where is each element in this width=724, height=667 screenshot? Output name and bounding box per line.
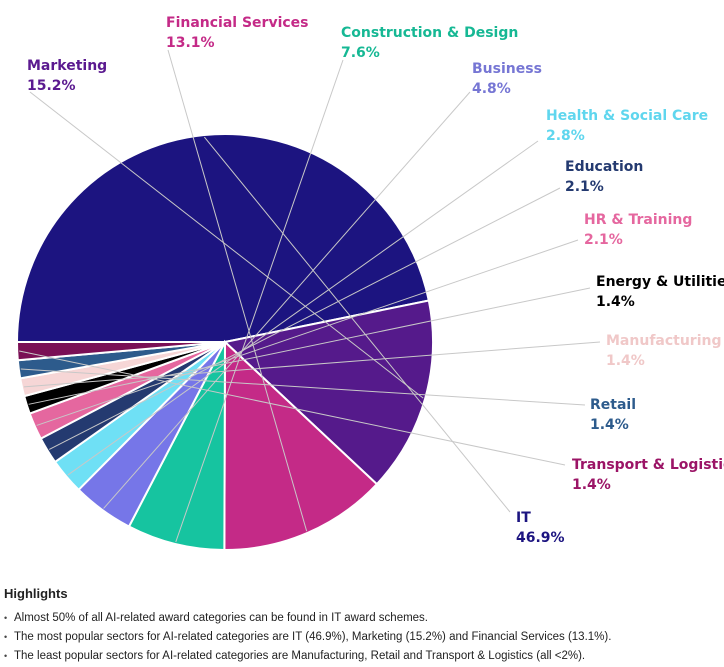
slice-label-value: 2.8% <box>546 128 585 144</box>
slice-label-value: 1.4% <box>590 417 629 433</box>
slice-label-value: 2.1% <box>565 179 604 195</box>
highlight-bullet: The most popular sectors for AI-related … <box>4 628 720 647</box>
leader-line <box>67 140 539 476</box>
pie-slice-transport-logistics <box>15 341 226 362</box>
leader-line <box>36 239 579 426</box>
highlights-section: Highlights Almost 50% of all AI-related … <box>4 586 720 666</box>
pie-slice-marketing <box>222 299 434 486</box>
slice-label-value: 1.4% <box>606 353 645 369</box>
leader-line <box>20 368 586 406</box>
slice-label-value: 1.4% <box>596 294 635 310</box>
slice-label-name: Manufacturing <box>606 333 722 349</box>
leader-line <box>29 91 424 399</box>
highlight-bullet: Almost 50% of all AI-related award categ… <box>4 609 720 628</box>
leader-line <box>103 91 471 509</box>
pie-slice-construction-design <box>127 341 226 552</box>
slice-label-name: Marketing <box>27 58 107 74</box>
slice-label-value: 13.1% <box>166 35 215 51</box>
leader-line <box>28 287 591 405</box>
leader-line <box>19 350 566 466</box>
slice-label-name: Transport & Logistics <box>572 457 724 473</box>
leader-line <box>49 187 561 450</box>
slice-label-value: 1.4% <box>572 477 611 493</box>
sector-pie-chart: IT 46.9% Marketing 15.2% Financial Services 1… <box>15 15 724 552</box>
leader-line <box>175 59 344 543</box>
highlights-title: Highlights <box>4 586 68 601</box>
slice-label-value: 15.2% <box>27 78 76 94</box>
slice-label-name: Health & Social Care <box>546 108 708 124</box>
slice-label-value: 2.1% <box>584 232 623 248</box>
highlight-bullet: The least popular sectors for AI-related… <box>4 647 720 666</box>
slice-label-name: Energy & Utilities <box>596 274 724 290</box>
slice-label-name: Construction & Design <box>341 25 518 41</box>
slice-label-name: IT <box>516 510 531 526</box>
highlights-list: Almost 50% of all AI-related award categ… <box>4 609 720 666</box>
slice-label-name: Financial Services <box>166 15 309 31</box>
slice-label-value: 7.6% <box>341 45 380 61</box>
slice-label-name: Retail <box>590 397 636 413</box>
leader-line <box>203 136 511 513</box>
slice-label-name: HR & Training <box>584 212 692 228</box>
slice-label-value: 4.8% <box>472 81 511 97</box>
leader-line <box>23 341 601 388</box>
leader-line <box>167 49 308 532</box>
slice-label-name: Education <box>565 159 643 175</box>
pie-slice-it <box>15 133 431 343</box>
slice-label-value: 46.9% <box>516 530 565 546</box>
pie-slice-financial-services <box>223 339 379 551</box>
slice-label-name: Business <box>472 61 542 77</box>
